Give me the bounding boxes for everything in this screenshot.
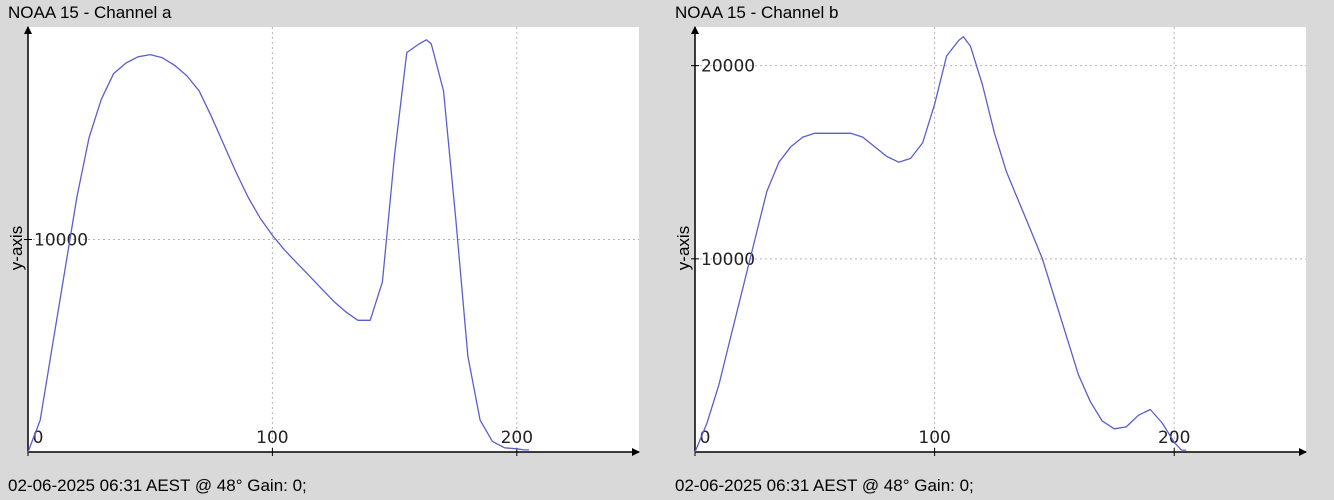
- x-tick-label: 0: [33, 428, 44, 448]
- x-tick-label: 100: [918, 428, 950, 448]
- series-line: [694, 36, 1187, 453]
- y-axis-arrow: [691, 26, 699, 34]
- plot-area: 0 100 200 10000 20000: [691, 26, 1307, 456]
- x-tick-label: 0: [700, 428, 711, 448]
- status-footer: 02-06-2025 06:31 AEST @ 48° Gain: 0;: [8, 476, 307, 495]
- x-tick-label: 100: [256, 428, 288, 448]
- plot-area: 0 100 200 10000: [24, 26, 640, 456]
- y-tick-label: 20000: [701, 57, 755, 77]
- chart-title: NOAA 15 - Channel b: [675, 3, 839, 22]
- x-axis-arrow: [632, 448, 640, 456]
- x-tick-label: 200: [1158, 428, 1190, 448]
- chart-title: NOAA 15 - Channel a: [8, 3, 172, 22]
- y-tick-label: 10000: [701, 250, 755, 270]
- x-axis-arrow: [1299, 448, 1307, 456]
- series-line: [27, 39, 529, 453]
- chart-panel-channel-a: NOAA 15 - Channel a y-axis 0 100 200 10000 …: [7, 3, 640, 495]
- status-footer: 02-06-2025 06:31 AEST @ 48° Gain: 0;: [675, 476, 974, 495]
- plot-background: [695, 27, 1306, 452]
- y-axis-arrow: [24, 26, 32, 34]
- y-tick-label: 10000: [34, 231, 88, 251]
- x-tick-label: 200: [501, 428, 533, 448]
- chart-panel-channel-b: NOAA 15 - Channel b y-axis 0 100 200 10000 2…: [667, 0, 1334, 500]
